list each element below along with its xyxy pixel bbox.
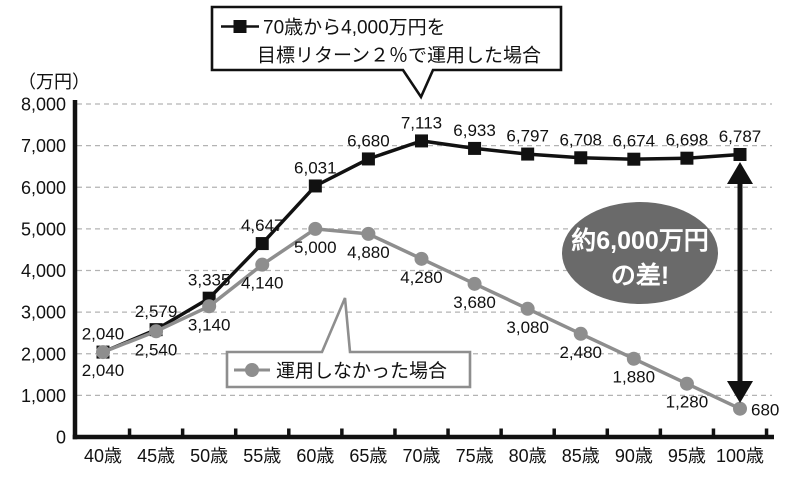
data-label: 6,680: [347, 131, 390, 150]
circle-marker-icon: [245, 363, 259, 377]
data-label: 2,540: [135, 340, 178, 359]
x-tick-label: 40歳: [84, 446, 122, 466]
series-not-invested-marker: [467, 276, 482, 291]
series-invested-marker: [627, 152, 641, 166]
data-label: 5,000: [294, 238, 337, 257]
difference-text-line2: の差!: [611, 261, 669, 290]
data-label: 1,880: [613, 368, 656, 387]
series-not-invested-marker: [308, 221, 323, 236]
legend-invested-label-line2: 目標リターン２％で運用した場合: [257, 45, 541, 67]
data-label: 6,933: [453, 121, 496, 140]
y-axis-unit-label: （万円）: [18, 72, 90, 92]
x-axis-labels: 40歳 45歳 50歳 55歳 60歳 65歳 70歳 75歳 80歳 85歳 90歳 95歳 100歳: [84, 446, 764, 466]
data-label: 6,031: [294, 158, 337, 177]
difference-text-line1: 約6,000万円: [571, 226, 709, 255]
series-not-invested-marker: [573, 326, 588, 341]
data-label: 6,787: [719, 127, 762, 146]
legend-invested-box: [210, 5, 563, 100]
data-label: 1,280: [666, 393, 709, 412]
y-tick-label: 1,000: [21, 386, 66, 406]
series-invested-marker: [680, 151, 694, 165]
y-tick-label: 5,000: [21, 219, 66, 239]
data-label: 2,040: [82, 361, 125, 380]
y-axis-labels: 0 1,000 2,000 3,000 4,000 5,000 6,000 7,000 8,00…: [21, 95, 66, 448]
data-label: 6,698: [666, 131, 709, 150]
data-label: 4,880: [347, 243, 390, 262]
data-label: 3,140: [188, 315, 231, 334]
difference-arrow: [727, 162, 753, 403]
x-tick-label: 65歳: [349, 446, 387, 466]
x-tick-label: 90歳: [615, 446, 653, 466]
data-label: 4,647: [241, 216, 284, 235]
x-tick-label: 95歳: [668, 446, 706, 466]
series-not-invested-marker: [626, 351, 641, 366]
series-not-invested-marker: [96, 345, 110, 360]
x-tick-label: 85歳: [562, 446, 600, 466]
series-not-invested-marker: [732, 401, 747, 416]
y-tick-label: 0: [56, 428, 66, 448]
x-tick-label: 50歳: [190, 446, 228, 466]
x-tick-label: 60歳: [296, 446, 334, 466]
data-label: 680: [751, 401, 779, 420]
legend-not-invested-callout: 運用しなかった場合: [225, 297, 472, 389]
data-label: 3,680: [453, 293, 496, 312]
series-not-invested-marker: [255, 257, 270, 272]
x-tick-label: 55歳: [243, 446, 281, 466]
series-layer: 2,040 2,579 3,335 4,647 6,031 6,680 7,113 6,933…: [82, 113, 780, 419]
legend-not-invested-label: 運用しなかった場合: [276, 360, 447, 382]
x-tick-label: 70歳: [402, 446, 440, 466]
data-label: 6,797: [506, 127, 549, 146]
series-invested-marker: [574, 151, 588, 165]
arrow-head-up-icon: [727, 162, 753, 184]
data-label: 7,113: [401, 113, 442, 132]
square-marker-icon: [233, 20, 247, 33]
data-label: 2,040: [82, 325, 125, 344]
series-invested-marker: [255, 237, 269, 251]
series-not-invested-marker: [414, 251, 429, 266]
legend-not-invested-box: [225, 297, 472, 389]
series-invested-marker: [414, 134, 428, 148]
legend-invested-label-line1: 70歳から4,000万円を: [263, 17, 446, 39]
arrow-head-down-icon: [727, 381, 753, 403]
series-invested-marker: [521, 147, 535, 161]
series-not-invested-marker: [679, 376, 694, 391]
legend-invested-callout: 70歳から4,000万円を 目標リターン２％で運用した場合: [210, 5, 563, 100]
series-not-invested-marker: [361, 226, 376, 241]
data-label: 6,674: [613, 132, 656, 151]
y-tick-label: 6,000: [21, 178, 66, 198]
data-label: 3,335: [188, 271, 231, 290]
y-tick-label: 7,000: [21, 136, 66, 156]
data-label: 2,579: [135, 302, 178, 321]
y-tick-label: 8,000: [21, 95, 66, 115]
series-invested: 2,040 2,579 3,335 4,647 6,031 6,680 7,113 6,933…: [82, 113, 762, 359]
series-invested-marker: [308, 179, 322, 193]
data-label: 2,480: [559, 343, 602, 362]
series-invested-marker: [468, 141, 482, 155]
series-not-invested-marker: [149, 324, 164, 339]
data-label: 6,708: [559, 130, 602, 149]
series-not-invested-marker: [520, 301, 535, 316]
data-label: 4,140: [241, 274, 284, 293]
series-not-invested: 2,040 2,540 3,140 4,140 5,000 4,880 4,280 3,680…: [82, 221, 779, 420]
series-invested-marker: [361, 152, 375, 166]
x-tick-label: 75歳: [456, 446, 494, 466]
series-not-invested-marker: [202, 299, 217, 314]
y-tick-label: 3,000: [21, 303, 66, 323]
y-tick-label: 4,000: [21, 261, 66, 281]
series-invested-marker: [733, 147, 747, 161]
x-tick-label: 45歳: [137, 446, 175, 466]
x-tick-label: 100歳: [716, 446, 764, 466]
x-tick-label: 80歳: [509, 446, 547, 466]
y-tick-label: 2,000: [21, 344, 66, 364]
difference-ellipse: [562, 202, 718, 304]
data-label: 3,080: [506, 318, 549, 337]
data-label: 4,280: [400, 268, 443, 287]
difference-annotation: 約6,000万円 の差!: [562, 202, 718, 304]
